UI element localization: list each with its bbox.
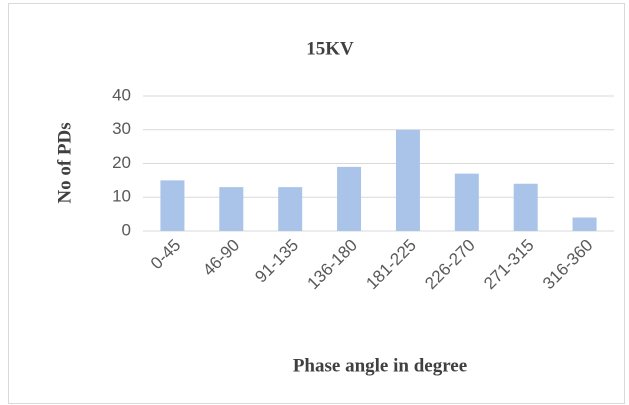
bar xyxy=(572,217,597,231)
y-tick-label: 20 xyxy=(112,153,131,172)
y-tick-label: 10 xyxy=(112,187,131,206)
y-tick-label: 30 xyxy=(112,119,131,138)
bar xyxy=(395,129,420,231)
bar xyxy=(219,187,244,231)
chart-title: 15KV xyxy=(306,38,354,59)
bar xyxy=(337,166,362,231)
bar xyxy=(454,173,479,231)
y-axis-label: No of PDs xyxy=(54,122,75,203)
x-axis-label: Phase angle in degree xyxy=(293,355,467,376)
y-tick-label: 40 xyxy=(112,85,131,104)
bar xyxy=(513,183,538,231)
bar xyxy=(278,187,303,231)
y-tick-label: 0 xyxy=(122,220,131,239)
bar xyxy=(160,180,185,231)
